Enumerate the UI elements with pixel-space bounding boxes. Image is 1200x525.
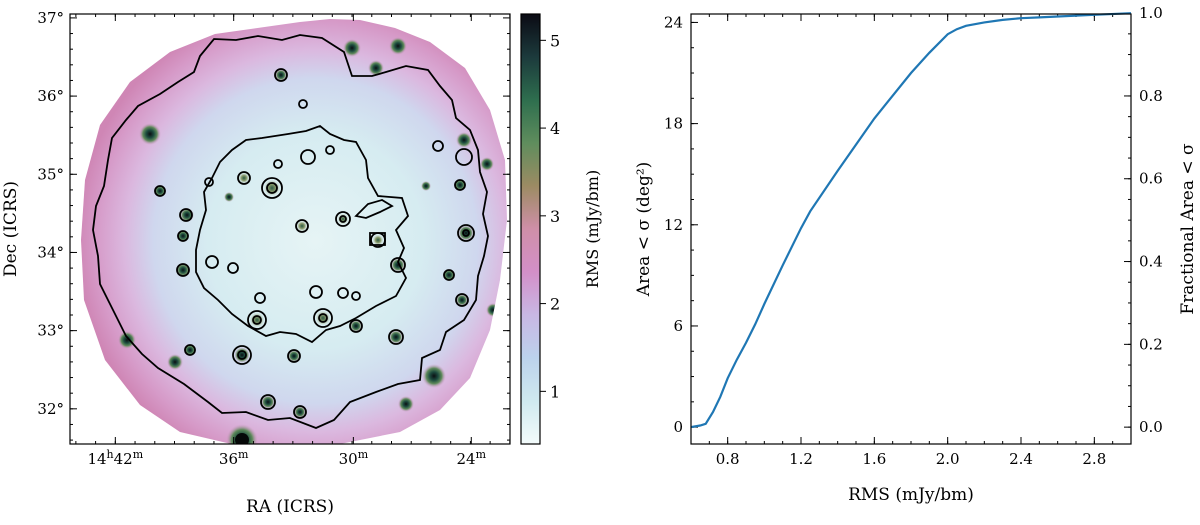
colorbar-ticks: 1 2 3 4 5 xyxy=(540,31,560,401)
map-axes: 37° 36° 35° 34° 33° 32° 14h42m 36m 30m 24m xyxy=(37,9,511,468)
area-ytick-label: 12 xyxy=(664,216,683,234)
area-ytick-right-label: 0.0 xyxy=(1139,418,1163,436)
area-frame xyxy=(690,13,1132,445)
area-xtick-label: 2.0 xyxy=(936,450,960,468)
area-ytick-label: 6 xyxy=(673,317,683,335)
colorbar-tick-label: 2 xyxy=(550,295,560,314)
area-ytick-right-label: 0.6 xyxy=(1139,170,1163,188)
rms-contours xyxy=(92,34,489,429)
area-curve-panel: 0.8 1.2 1.6 2.0 2.4 2.8 0 6 12 18 24 0.0 0.2 0.4 0.6 0.… xyxy=(634,4,1198,505)
area-xtick-label: 0.8 xyxy=(716,450,740,468)
map-ytick-label: 33° xyxy=(37,322,64,340)
rms-colorbar: 1 2 3 4 5 RMS (mJy/bm) xyxy=(520,13,602,445)
area-xtick-label: 1.2 xyxy=(789,450,813,468)
map-ytick-label: 34° xyxy=(37,243,64,261)
map-xtick-label: 14h42m xyxy=(87,448,143,468)
area-ytick-label: 24 xyxy=(664,13,683,31)
colorbar-tick-label: 3 xyxy=(550,207,560,226)
area-series-line xyxy=(690,12,1132,429)
map-ytick-label: 37° xyxy=(37,9,64,27)
area-ytick-right-label: 0.8 xyxy=(1139,87,1163,105)
map-xtick-label: 24m xyxy=(457,448,487,468)
area-xtick-label: 2.4 xyxy=(1009,450,1033,468)
area-ytick-right-label: 0.2 xyxy=(1139,335,1163,353)
map-ytick-label: 35° xyxy=(37,165,64,183)
area-plot-bg xyxy=(691,14,1131,444)
map-ylabel: Dec (ICRS) xyxy=(1,181,21,277)
map-frame xyxy=(69,13,511,445)
area-ylabel-right: Fractional Area < σ xyxy=(1178,143,1198,315)
colorbar-tick-label: 1 xyxy=(550,382,560,401)
area-ytick-label: 18 xyxy=(664,115,683,133)
rms-map-panel: 37° 36° 35° 34° 33° 32° 14h42m 36m 30m 24m RA (IC… xyxy=(1,9,511,517)
area-ytick-label: 0 xyxy=(673,418,683,436)
colorbar-tick-label: 4 xyxy=(550,119,560,138)
area-ytick-right-label: 1.0 xyxy=(1139,4,1163,22)
inner-contour xyxy=(195,124,410,344)
map-xlabel: RA (ICRS) xyxy=(246,497,334,517)
map-xtick-label: 30m xyxy=(339,448,369,468)
area-ylabel-left: Area < σ (deg²) xyxy=(634,162,654,298)
colorbar-tick-label: 5 xyxy=(550,31,560,50)
noise-sources xyxy=(118,37,500,444)
colorbar-gradient xyxy=(520,13,541,445)
area-ytick-right-label: 0.4 xyxy=(1139,253,1163,271)
area-xtick-label: 1.6 xyxy=(862,450,886,468)
map-xtick-label: 36m xyxy=(219,448,249,468)
area-xtick-label: 2.8 xyxy=(1082,450,1106,468)
map-ytick-label: 32° xyxy=(37,400,64,418)
outer-contour xyxy=(92,34,489,429)
area-xlabel: RMS (mJy/bm) xyxy=(848,485,974,505)
colorbar-label: RMS (mJy/bm) xyxy=(583,170,602,288)
map-ytick-label: 36° xyxy=(37,87,64,105)
area-axes: 0.8 1.2 1.6 2.0 2.4 2.8 0 6 12 18 24 0.0 0.2 0.4 0.6 0.… xyxy=(664,4,1163,468)
